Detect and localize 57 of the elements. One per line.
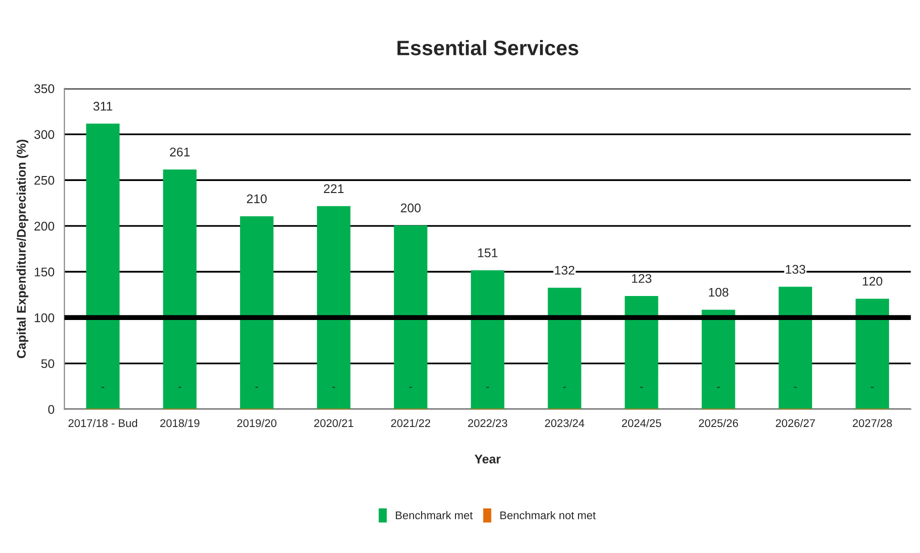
data-label: 151 [478,248,498,258]
y-tick-label: 350 [34,84,54,94]
x-tick-label: 2027/28 [852,418,892,428]
data-label: 311 [93,102,112,111]
bar [624,296,658,410]
data-label: - [794,386,797,388]
x-tick-label: 2021/22 [391,418,430,428]
x-tick-label: 2025/26 [698,418,738,428]
bar [470,270,504,410]
data-label: - [255,386,258,388]
x-tick-label: 2018/19 [160,418,200,428]
y-tick-label: 250 [34,176,54,185]
data-label: 108 [708,288,728,297]
chart-title: Essential Services [398,40,578,56]
data-label: 133 [786,264,806,274]
bar [778,286,812,410]
data-label: - [870,386,874,388]
data-label: - [486,386,489,388]
x-tick-label: 2022/23 [468,418,508,428]
y-tick-label: 100 [34,313,54,322]
x-tick-label: 2026/27 [776,418,815,428]
data-label: - [640,386,643,388]
y-tick-label: 50 [41,359,54,368]
data-label: - [563,386,566,388]
bar [856,298,890,410]
x-tick-label: 2023/24 [545,418,584,428]
x-tick-label: 2024/25 [622,418,662,428]
y-tick-label: 300 [34,130,54,139]
y-tick-label: 200 [34,222,54,231]
data-label: 221 [324,184,344,193]
x-tick-label: 2019/20 [237,418,276,428]
bar [316,206,350,410]
y-tick-label: 0 [48,405,54,414]
x-tick-label: 2017/18 - Bud [68,418,138,428]
bar [548,288,582,410]
legend-label: Benchmark met [396,511,473,520]
data-label: - [409,386,412,388]
y-axis-title: Capital Expenditure/Depreciation (%) [16,140,28,358]
x-axis-title: Year [474,454,501,464]
data-label: 200 [400,204,421,212]
data-label: 123 [632,274,652,283]
bar [394,225,428,410]
data-label: 261 [170,148,190,156]
x-tick-label: 2020/21 [314,418,354,428]
data-label: - [717,386,720,388]
data-label: - [178,386,182,388]
bar [86,124,120,410]
data-label: - [332,386,336,388]
bar [702,310,736,410]
data-label: 120 [862,276,882,286]
bar [163,169,197,410]
data-label: 210 [246,194,267,204]
data-label: 132 [555,266,574,275]
bar [240,216,274,410]
y-tick-label: 150 [34,268,54,276]
data-label: - [102,386,104,388]
legend-label: Benchmark not met [500,511,596,520]
